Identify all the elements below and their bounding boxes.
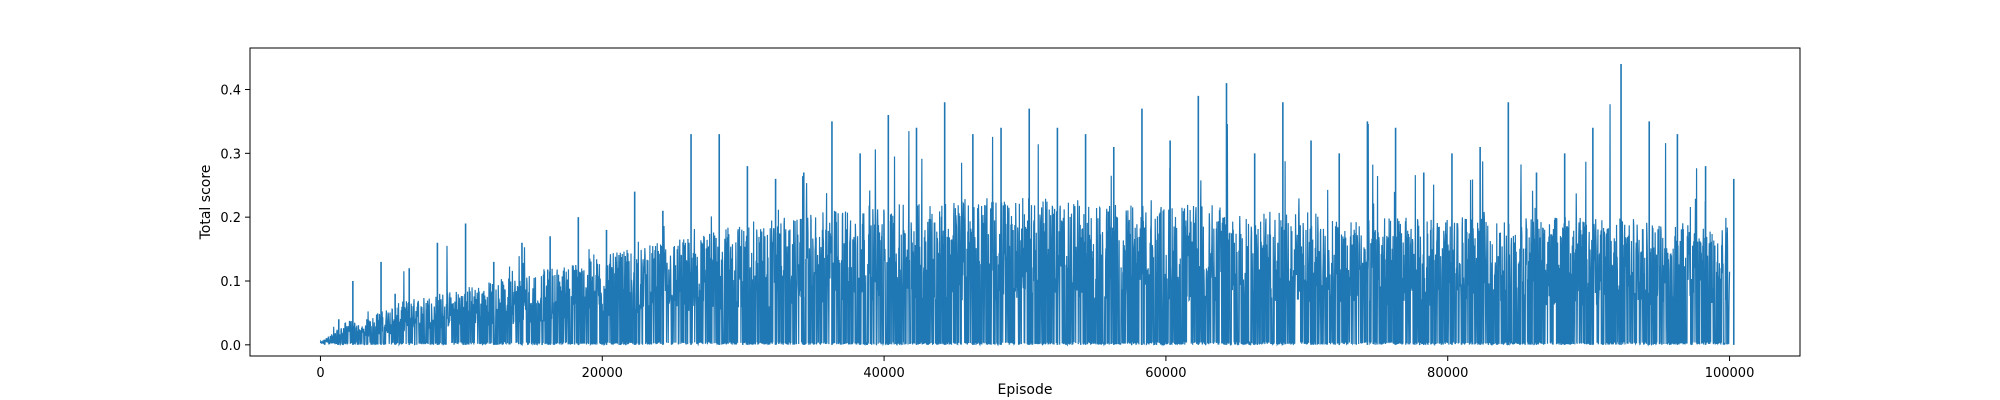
- plot-data-series: [319, 63, 1735, 347]
- y-tick-label: 0.4: [220, 83, 241, 98]
- y-tick-label: 0.0: [220, 339, 241, 354]
- score-series-peaks: [323, 63, 1735, 345]
- x-tick-label: 40000: [863, 366, 904, 381]
- x-tick-label: 20000: [582, 366, 623, 381]
- y-tick-label: 0.1: [220, 275, 241, 290]
- x-tick-label: 60000: [1145, 366, 1186, 381]
- y-axis-ticks: 0.0 0.1 0.2 0.3 0.4: [220, 83, 250, 354]
- y-tick-label: 0.3: [220, 147, 241, 162]
- x-tick-label: 80000: [1427, 366, 1468, 381]
- y-tick-label: 0.2: [220, 211, 241, 226]
- x-axis-label: Episode: [998, 382, 1053, 398]
- score-series-line: [319, 104, 1731, 347]
- x-tick-label: 100000: [1705, 366, 1755, 381]
- y-axis-label: Total score: [198, 165, 214, 241]
- x-axis-ticks: 0 20000 40000 60000 80000 100000: [316, 356, 1754, 381]
- x-tick-label: 0: [316, 366, 324, 381]
- plot-frame: [249, 47, 1801, 357]
